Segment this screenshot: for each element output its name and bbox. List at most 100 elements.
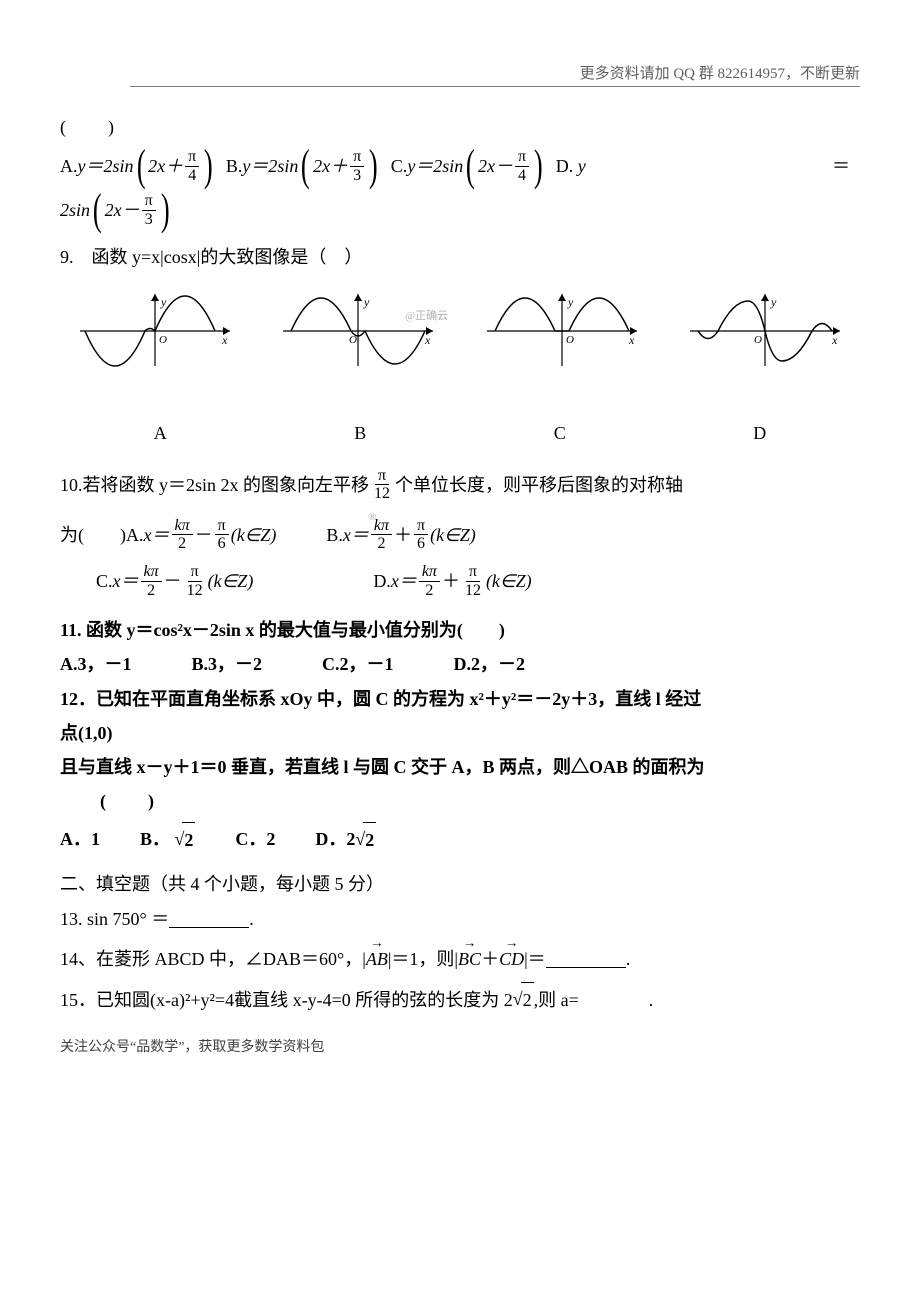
q9-label-c: C <box>554 416 566 450</box>
option-expr-lead: y＝2sin <box>78 149 134 183</box>
q14: 14、在菱形 ABCD 中，∠DAB＝60°，| AB |＝1，则| BC ＋ … <box>60 942 860 976</box>
q14-period: . <box>626 942 631 976</box>
q14-lead: 14、在菱形 ABCD 中，∠DAB＝60°，| <box>60 942 366 976</box>
paren-close-icon: ) <box>161 188 170 232</box>
frac-den: 12 <box>462 582 484 600</box>
paren-open-icon: ( <box>301 144 310 188</box>
q12-option-a: A．1 <box>60 822 100 857</box>
q9-labels: A B C D <box>60 416 860 450</box>
q10-stem-line1: 10.若将函数 y＝2sin 2x 的图象向左平移 π12 个单位长度，则平移后… <box>60 467 860 503</box>
q10-stem-a: 10.若将函数 y＝2sin 2x 的图象向左平移 <box>60 468 369 502</box>
option-label: D. <box>373 564 391 598</box>
frac-num: π <box>375 467 389 486</box>
sqrt-arg: 2 <box>363 822 376 857</box>
frac-num: kπ <box>419 563 440 582</box>
option-label: A. <box>60 149 78 183</box>
frac-num: π <box>142 192 156 211</box>
option-label: C. <box>391 149 408 183</box>
q14-tail: |＝ <box>524 942 546 976</box>
q10-stem-c: 为( ) <box>60 518 126 552</box>
vector-cd-icon: CD <box>499 942 524 976</box>
prev-question-options-row1: A. y＝2sin ( 2x＋ π4 ) B. y＝2sin ( 2x＋ π3 … <box>60 144 860 188</box>
frac-num: π <box>350 148 364 167</box>
q9-graph-b-icon: y x O <box>273 286 443 376</box>
option-label: B. <box>326 518 343 552</box>
frac-den: 3 <box>350 167 364 185</box>
opt-op: ＋ <box>394 518 412 552</box>
q15: 15．已知圆 (x-a)²+y²=4 截直线 x-y-4=0 所得的弦的长度为 … <box>60 982 860 1017</box>
q14-plus: ＋ <box>481 942 499 976</box>
frac-den: 12 <box>184 582 206 600</box>
option-d-tail: 2sin ( 2x－ π3 ) <box>60 188 172 232</box>
paren-close-icon: ) <box>204 144 213 188</box>
frac-num: π <box>188 563 202 582</box>
paren-close-icon: ) <box>534 144 543 188</box>
q10-options-line2: C. x＝ kπ2 － π12 (k∈Z) D. x＝ kπ2 ＋ π12 (k… <box>60 563 860 599</box>
frac-den: 3 <box>142 211 156 229</box>
q12-b-label: B． <box>140 829 170 849</box>
svg-text:x: x <box>424 333 431 347</box>
option-d-head: D. y ＝ <box>556 149 850 183</box>
q11-option-c: C.2，－1 <box>322 647 394 681</box>
blank-input-icon <box>546 949 626 968</box>
q9-stem: 9. 函数 y=x|cosx|的大致图像是（ ） <box>60 240 860 274</box>
header-note: 更多资料请加 QQ 群 822614957，不断更新 <box>580 62 860 83</box>
q15-tail: ,则 a= <box>534 983 579 1017</box>
q9-graph-c-icon: y x O <box>477 286 647 376</box>
option-inner: 2x－ <box>478 149 513 183</box>
opt-lhs: x＝ <box>343 518 369 552</box>
option-d-y: y <box>578 156 586 176</box>
paren-close-icon: ) <box>369 144 378 188</box>
svg-text:y: y <box>770 295 777 309</box>
opt-tail: (k∈Z) <box>430 518 476 552</box>
q10-option-a: A. x＝ kπ2 － π6 (k∈Z) <box>126 517 276 553</box>
footer-note: 关注公众号“品数学”，获取更多数学资料包 <box>60 1035 860 1062</box>
frac-den: 2 <box>144 582 158 600</box>
frac-num: π <box>414 517 428 536</box>
frac-num: π <box>185 148 199 167</box>
opt-lhs: x＝ <box>144 518 170 552</box>
q10-stem-b: 个单位长度，则平移后图象的对称轴 <box>395 468 683 502</box>
option-inner: 2x＋ <box>313 149 348 183</box>
q12-paren: ( ) <box>100 784 860 818</box>
option-expr-lead: y＝2sin <box>242 149 298 183</box>
svg-text:O: O <box>159 334 167 346</box>
q10-option-b: B. x＝ kπ2 ＋ π6 (k∈Z) <box>326 517 475 553</box>
q12-line2: 点(1,0) <box>60 716 860 750</box>
q12-line1: 12．已知在平面直角坐标系 xOy 中，圆 C 的方程为 x²＋y²＝－2y＋3… <box>60 682 860 716</box>
paren-open-icon: ( <box>93 188 102 232</box>
option-label: B. <box>226 149 243 183</box>
frac-den: 2 <box>374 535 388 553</box>
q11-option-d: D.2，－2 <box>454 647 526 681</box>
q9-graph-d-icon: y x O <box>680 286 850 376</box>
q10-stem-line2: 为( ) A. x＝ kπ2 － π6 (k∈Z) B. x＝ kπ2 ＋ π6… <box>60 517 860 553</box>
q14-mid: |＝1，则| <box>388 942 458 976</box>
q12-d-label: D．2 <box>315 829 355 849</box>
opt-lhs: x＝ <box>113 564 139 598</box>
frac-den: 4 <box>185 167 199 185</box>
sqrt-arg: 2 <box>182 822 195 857</box>
frac-num: kπ <box>141 563 162 582</box>
option-inner: 2x＋ <box>148 149 183 183</box>
q11-stem: 11. 函数 y＝cos²x－2sin x 的最大值与最小值分别为( ) <box>60 613 860 647</box>
paren-open-icon: ( <box>466 144 475 188</box>
q9-label-a: A <box>154 416 167 450</box>
frac-den: 2 <box>175 535 189 553</box>
option-inner: 2x－ <box>105 193 140 227</box>
watermark-text: @正确云 <box>405 306 448 327</box>
q9-label-b: B <box>354 416 366 450</box>
prev-question-options-row2: 2sin ( 2x－ π3 ) <box>60 188 860 232</box>
frac-den: 6 <box>414 535 428 553</box>
frac-num: π <box>515 148 529 167</box>
svg-text:y: y <box>363 295 370 309</box>
opt-lhs: x＝ <box>391 564 417 598</box>
frac-den: 4 <box>515 167 529 185</box>
svg-text:O: O <box>754 334 762 346</box>
svg-text:O: O <box>566 334 574 346</box>
option-c: C. y＝2sin ( 2x－ π4 ) <box>391 144 546 188</box>
svg-text:x: x <box>221 333 228 347</box>
frac-num: kπ <box>172 517 193 536</box>
option-label: C. <box>96 564 113 598</box>
vector-ab-icon: AB <box>366 942 388 976</box>
frac-num: π <box>215 517 229 536</box>
